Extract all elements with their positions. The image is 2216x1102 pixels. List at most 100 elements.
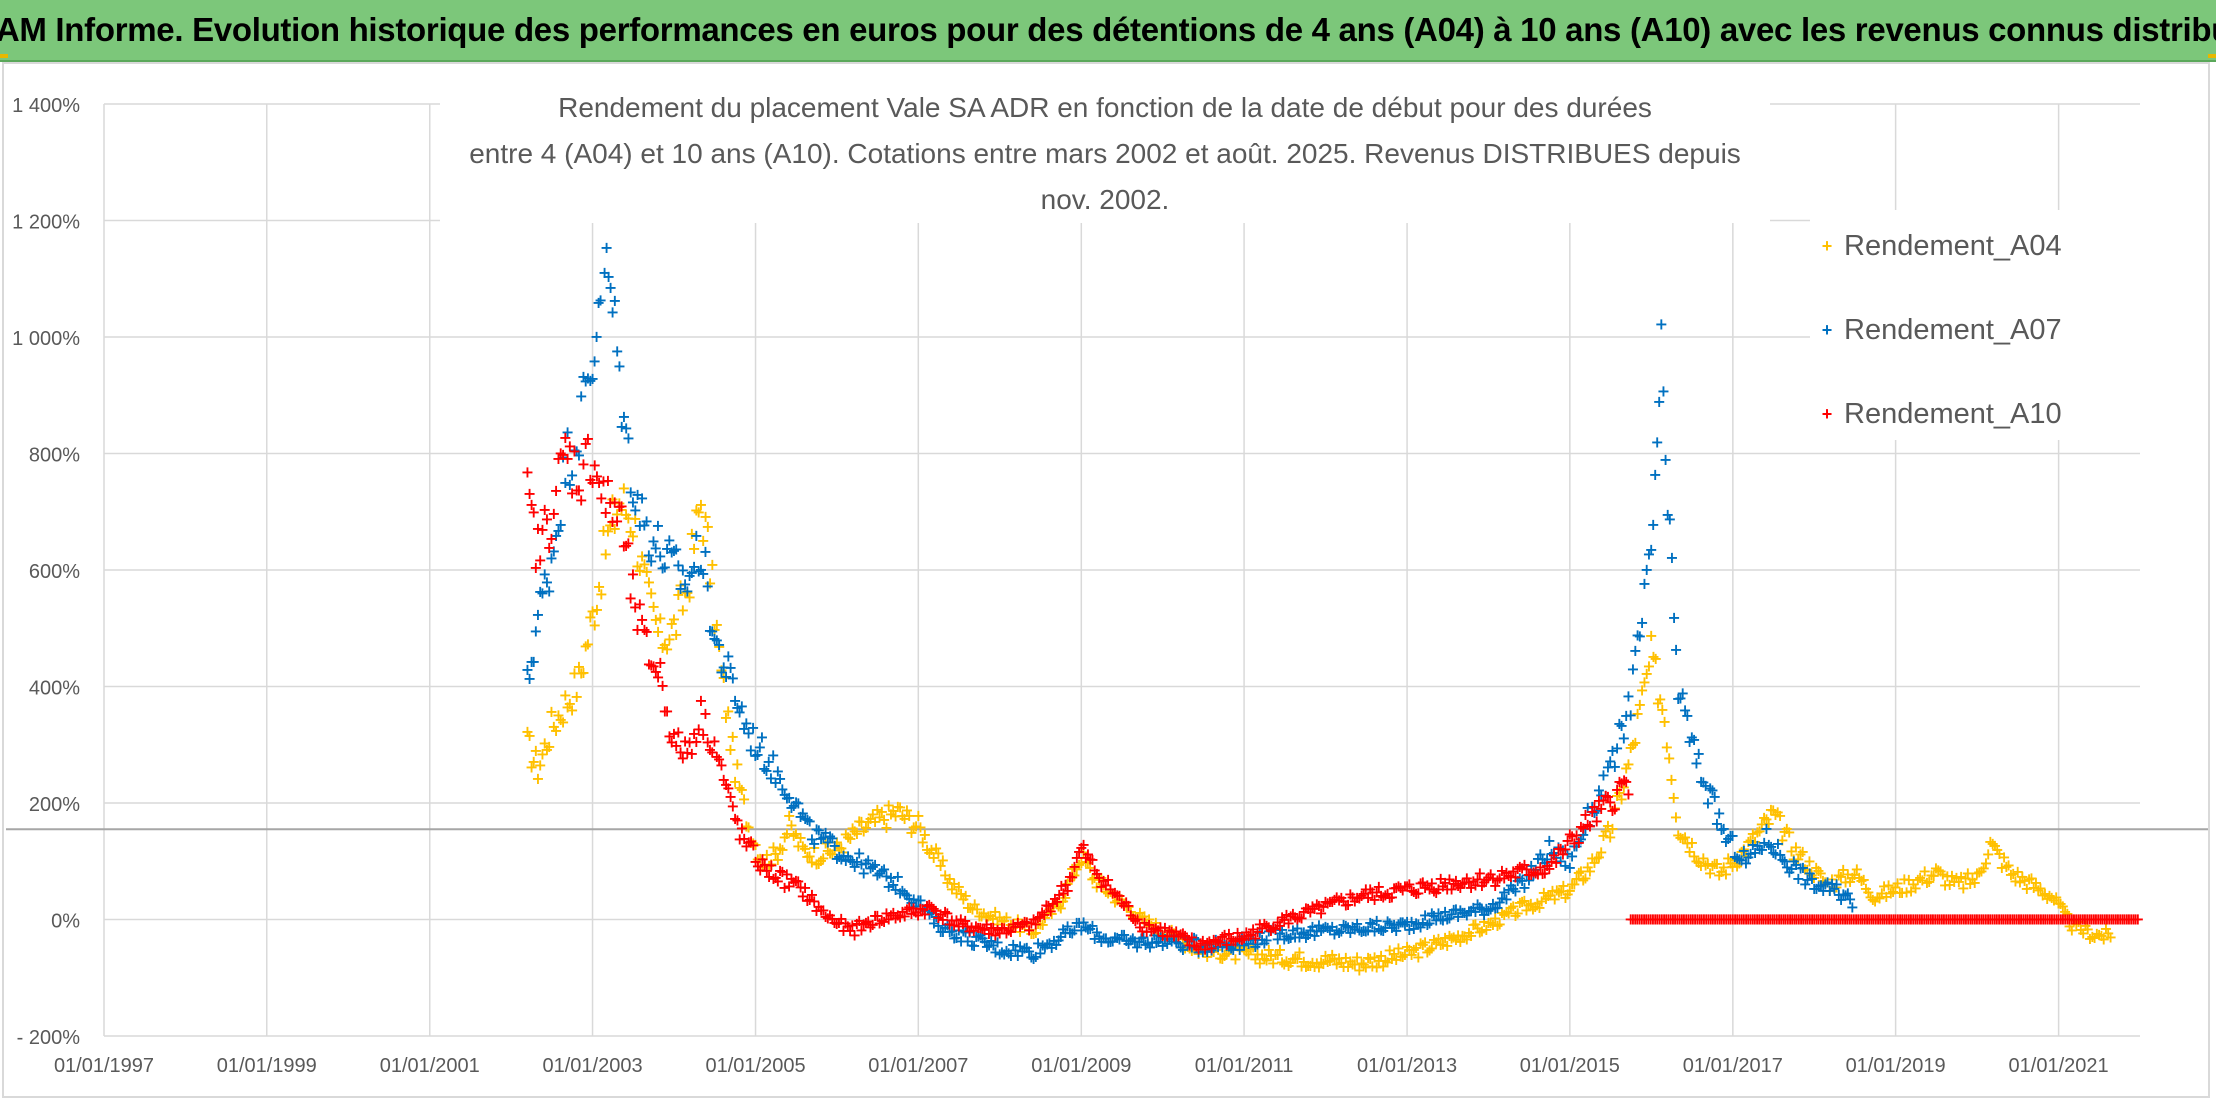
data-point: + [1672,825,1685,844]
data-point: + [1667,788,1680,807]
data-point: + [594,290,607,309]
data-point: + [543,582,556,601]
data-point: + [1635,681,1648,700]
data-point: + [1649,649,1662,668]
data-point: + [1242,945,1255,964]
data-point: + [1414,933,1427,952]
data-point: + [1194,939,1207,958]
data-point: + [828,840,841,859]
data-point: + [561,422,574,441]
data-point: + [599,544,612,563]
y-tick-label: 800% [29,445,80,467]
data-point: + [592,577,605,596]
data-point: + [1884,884,1897,903]
data-point: + [647,597,660,616]
data-point: + [660,702,673,721]
data-point: + [1330,954,1343,973]
data-point: + [2022,870,2035,889]
data-point: + [1617,777,1630,796]
data-point: + [1746,824,1759,843]
data-point: + [1172,929,1185,948]
data-point: + [701,517,714,536]
data-point: + [540,572,553,591]
data-point: + [1158,929,1171,948]
data-point: + [694,495,707,514]
data-point: + [1717,858,1730,877]
data-point: + [1249,949,1262,968]
data-point: + [1619,759,1632,778]
banner-corner-left [0,54,8,58]
data-point: + [1943,875,1956,894]
data-point: + [1966,870,1979,889]
data-point: + [635,546,648,565]
data-point: + [1237,940,1250,959]
data-point: + [882,795,895,814]
data-point: + [756,857,769,876]
data-point: + [2000,857,2013,876]
data-point: + [900,800,913,819]
data-point: + [1934,861,1947,880]
data-point: + [1473,922,1486,941]
data-point: + [1792,850,1805,869]
data-point: + [588,352,601,371]
data-point: + [1638,673,1651,692]
x-tick-label: 01/01/2015 [1520,1055,1620,1077]
data-point: + [1526,900,1539,919]
data-point: + [1491,916,1504,935]
data-point: + [1385,949,1398,968]
data-point: + [740,816,753,835]
x-tick-label: 01/01/2001 [380,1055,480,1077]
legend-label-a07: Rendement_A07 [1844,313,2062,346]
data-point: + [1995,858,2008,877]
data-point: + [1328,949,1341,968]
data-point: + [1286,949,1299,968]
data-point: + [2006,864,2019,883]
data-point: + [1812,861,1825,880]
data-point: + [1047,894,1060,913]
data-point: + [1054,898,1067,917]
data-point: + [683,587,696,606]
data-point: + [973,907,986,926]
data-point: + [1271,945,1284,964]
data-point: + [1190,938,1203,957]
data-point: + [1079,852,1092,871]
data-point: + [1862,882,1875,901]
data-point: + [1348,954,1361,973]
data-point: + [667,610,680,629]
data-point: + [1321,952,1334,971]
data-point: + [1235,937,1248,956]
data-point: + [1694,856,1707,875]
data-point: + [765,855,778,874]
data-point: + [735,780,748,799]
data-point: + [1570,869,1583,888]
data-point: + [1065,859,1078,878]
data-point: + [1699,855,1712,874]
data-point: + [1574,862,1587,881]
data-point: + [1267,954,1280,973]
data-point: + [934,856,947,875]
data-point: + [731,754,744,773]
data-point: + [1178,938,1191,957]
data-point: + [1430,932,1443,951]
x-tick-label: 01/01/1999 [217,1055,317,1077]
data-point: + [656,638,669,657]
data-point: + [841,828,854,847]
data-point: + [1531,893,1544,912]
data-point: + [1748,832,1761,851]
data-point: + [1916,871,1929,890]
data-point: + [1511,903,1524,922]
data-point: + [1477,912,1490,931]
data-point: + [1753,822,1766,841]
data-point: + [1056,892,1069,911]
data-point: + [1086,869,1099,888]
data-point: + [1647,647,1660,666]
data-point: + [936,850,949,869]
x-tick-label: 01/01/2019 [1846,1055,1946,1077]
data-point: + [1154,924,1167,943]
chart-legend: + Rendement_A04 + Rendement_A07 + Rendem… [1810,210,2140,440]
data-point: + [1293,942,1306,961]
data-point: + [1563,881,1576,900]
data-point: + [896,806,909,825]
data-point: + [1782,823,1795,842]
data-point: + [1715,862,1728,881]
